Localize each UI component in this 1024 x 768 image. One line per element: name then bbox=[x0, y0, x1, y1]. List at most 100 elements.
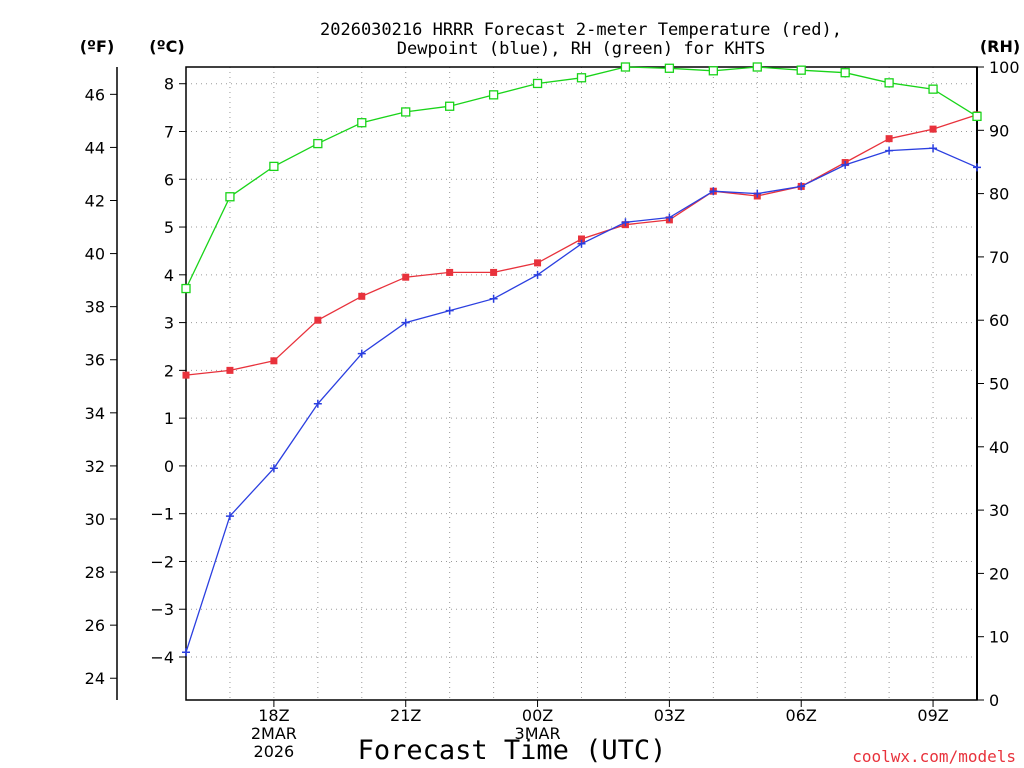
fahrenheit-unit-label: (ºF) bbox=[80, 37, 115, 56]
fahrenheit-tick-label: 36 bbox=[85, 351, 105, 370]
rh-point bbox=[181, 283, 191, 294]
x-tick-label: 3MAR bbox=[515, 724, 561, 743]
rh-point bbox=[225, 192, 235, 202]
dewpoint-point bbox=[577, 239, 586, 248]
tick-labels: −4−3−2−101234567824262830323436384042444… bbox=[85, 58, 1020, 761]
x-tick-label: 21Z bbox=[390, 706, 421, 725]
fahrenheit-tick-label: 40 bbox=[85, 245, 105, 264]
rh-tick-label: 80 bbox=[989, 185, 1009, 204]
temperature-point bbox=[446, 268, 454, 276]
dewpoint-point bbox=[973, 163, 981, 172]
dewpoint-point bbox=[445, 306, 454, 315]
dewpoint-point bbox=[709, 187, 718, 196]
rh-point bbox=[708, 66, 718, 76]
rh-point bbox=[840, 68, 850, 78]
x-tick-label: 09Z bbox=[917, 706, 948, 725]
rh-point bbox=[357, 118, 367, 128]
rh-point bbox=[313, 138, 323, 149]
rh-tick-label: 40 bbox=[989, 438, 1009, 457]
fahrenheit-tick-label: 38 bbox=[85, 298, 105, 317]
dewpoint-point bbox=[621, 218, 630, 227]
celsius-tick-label: 6 bbox=[164, 170, 174, 189]
celsius-unit-label: (ºC) bbox=[149, 37, 184, 56]
rh-unit-label: (RH) bbox=[980, 37, 1020, 56]
temperature-point bbox=[270, 357, 278, 365]
chart-title-line1: 2026030216 HRRR Forecast 2-meter Tempera… bbox=[320, 20, 842, 40]
rh-tick-label: 10 bbox=[989, 628, 1009, 647]
fahrenheit-tick-label: 44 bbox=[85, 138, 105, 157]
rh-point bbox=[620, 62, 631, 72]
temperature-point bbox=[929, 125, 937, 133]
temperature-point bbox=[358, 292, 366, 300]
rh-point bbox=[576, 73, 587, 83]
x-tick-label: 00Z bbox=[522, 706, 553, 725]
rh-tick-label: 20 bbox=[989, 564, 1009, 583]
rh-point bbox=[972, 111, 982, 122]
fahrenheit-tick-label: 30 bbox=[85, 510, 105, 529]
fahrenheit-tick-label: 42 bbox=[85, 192, 105, 211]
celsius-tick-label: 4 bbox=[164, 266, 174, 285]
rh-point bbox=[664, 63, 675, 73]
celsius-tick-label: 3 bbox=[164, 314, 174, 333]
plot-frame bbox=[185, 66, 978, 701]
dewpoint-point bbox=[269, 464, 278, 473]
credit-label: coolwx.com/models bbox=[852, 747, 1016, 766]
celsius-tick-label: 2 bbox=[164, 361, 174, 380]
rh-point bbox=[488, 90, 499, 100]
x-tick-label: 2MAR bbox=[251, 724, 297, 743]
dewpoint-point bbox=[753, 189, 762, 198]
celsius-tick-label: −1 bbox=[150, 505, 174, 524]
dewpoint-point bbox=[533, 270, 542, 279]
temperature-point bbox=[314, 316, 322, 324]
rh-tick-label: 70 bbox=[989, 248, 1009, 267]
rh-tick-label: 90 bbox=[989, 121, 1009, 140]
x-tick-label: 03Z bbox=[654, 706, 685, 725]
dewpoint-point bbox=[665, 213, 674, 222]
chart-title-line2: Dewpoint (blue), RH (green) for KHTS bbox=[397, 39, 765, 59]
dewpoint-point bbox=[182, 648, 190, 657]
x-tick-label: 2026 bbox=[254, 742, 295, 761]
celsius-tick-label: 1 bbox=[164, 409, 174, 428]
dewpoint-point bbox=[313, 399, 322, 408]
dewpoint-point bbox=[797, 182, 806, 191]
celsius-tick-label: 5 bbox=[164, 218, 174, 237]
grid-lines bbox=[186, 67, 977, 700]
fahrenheit-tick-label: 26 bbox=[85, 616, 105, 635]
celsius-tick-label: −4 bbox=[150, 648, 174, 667]
temperature-point bbox=[182, 371, 190, 379]
rh-point bbox=[532, 78, 543, 89]
fahrenheit-tick-label: 46 bbox=[85, 85, 105, 104]
celsius-tick-label: 0 bbox=[164, 457, 174, 476]
dewpoint-point bbox=[489, 294, 498, 303]
temperature-point bbox=[226, 366, 234, 374]
fahrenheit-tick-label: 32 bbox=[85, 457, 105, 476]
dewpoint-line bbox=[185, 147, 978, 653]
data-series bbox=[181, 62, 982, 657]
rh-point bbox=[796, 65, 806, 75]
dewpoint-point bbox=[225, 512, 234, 521]
rh-tick-label: 0 bbox=[989, 691, 999, 710]
rh-point bbox=[269, 161, 279, 172]
rh-point bbox=[445, 101, 455, 111]
dewpoint-point bbox=[885, 146, 894, 155]
fahrenheit-tick-label: 28 bbox=[85, 563, 105, 582]
rh-point bbox=[752, 62, 762, 72]
dewpoint-point bbox=[357, 349, 366, 358]
rh-point bbox=[928, 84, 938, 94]
celsius-tick-label: −2 bbox=[150, 552, 174, 571]
rh-tick-label: 100 bbox=[989, 58, 1020, 77]
fahrenheit-tick-label: 24 bbox=[85, 669, 105, 688]
x-axis-label: Forecast Time (UTC) bbox=[358, 735, 667, 766]
rh-tick-label: 60 bbox=[989, 311, 1009, 330]
temperature-point bbox=[534, 259, 542, 267]
temperature-point bbox=[490, 268, 498, 276]
dewpoint-point bbox=[841, 160, 850, 169]
x-tick-label: 18Z bbox=[258, 706, 289, 725]
celsius-tick-label: 8 bbox=[164, 75, 174, 94]
celsius-tick-label: −3 bbox=[150, 600, 174, 619]
fahrenheit-tick-label: 34 bbox=[85, 404, 105, 423]
dewpoint-point bbox=[929, 144, 938, 153]
rh-tick-label: 30 bbox=[989, 501, 1009, 520]
dewpoint-point bbox=[401, 318, 410, 327]
